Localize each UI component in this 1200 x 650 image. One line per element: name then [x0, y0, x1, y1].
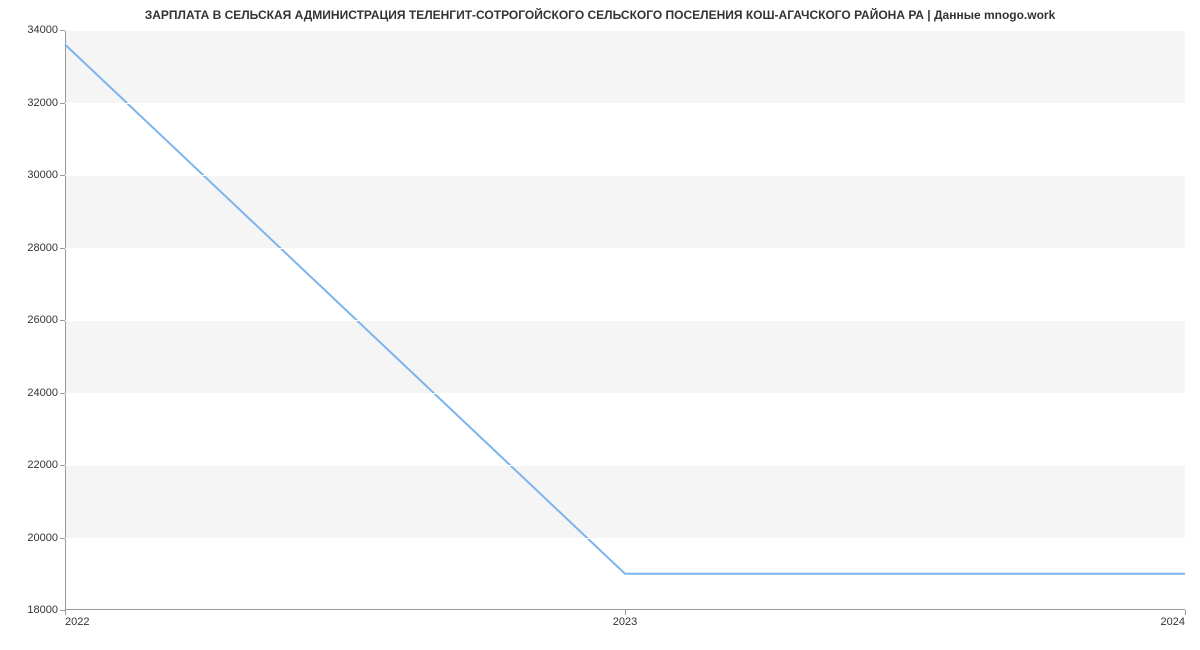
grid-line: [65, 465, 1185, 466]
y-tick-mark: [60, 320, 65, 321]
y-tick-label: 24000: [8, 387, 58, 399]
x-tick-mark: [1185, 610, 1186, 615]
x-tick-mark: [625, 610, 626, 615]
y-tick-mark: [60, 30, 65, 31]
x-tick-label: 2024: [1161, 616, 1185, 628]
y-tick-mark: [60, 248, 65, 249]
grid-line: [65, 103, 1185, 104]
y-tick-mark: [60, 103, 65, 104]
y-tick-mark: [60, 538, 65, 539]
x-tick-label: 2022: [65, 616, 89, 628]
grid-line: [65, 175, 1185, 176]
plot-area: [65, 30, 1185, 610]
y-tick-label: 22000: [8, 459, 58, 471]
y-tick-mark: [60, 175, 65, 176]
y-tick-label: 26000: [8, 314, 58, 326]
grid-line: [65, 30, 1185, 31]
y-tick-label: 30000: [8, 169, 58, 181]
y-tick-label: 34000: [8, 24, 58, 36]
x-tick-label: 2023: [613, 616, 637, 628]
y-tick-label: 28000: [8, 242, 58, 254]
y-tick-mark: [60, 393, 65, 394]
grid-line: [65, 320, 1185, 321]
y-tick-label: 20000: [8, 532, 58, 544]
y-tick-label: 32000: [8, 97, 58, 109]
x-tick-mark: [65, 610, 66, 615]
grid-line: [65, 393, 1185, 394]
y-tick-label: 18000: [8, 604, 58, 616]
chart-title: ЗАРПЛАТА В СЕЛЬСКАЯ АДМИНИСТРАЦИЯ ТЕЛЕНГ…: [0, 8, 1200, 22]
grid-line: [65, 248, 1185, 249]
grid-line: [65, 538, 1185, 539]
series-line-salary: [65, 45, 1185, 574]
salary-chart: ЗАРПЛАТА В СЕЛЬСКАЯ АДМИНИСТРАЦИЯ ТЕЛЕНГ…: [0, 0, 1200, 650]
y-tick-mark: [60, 465, 65, 466]
